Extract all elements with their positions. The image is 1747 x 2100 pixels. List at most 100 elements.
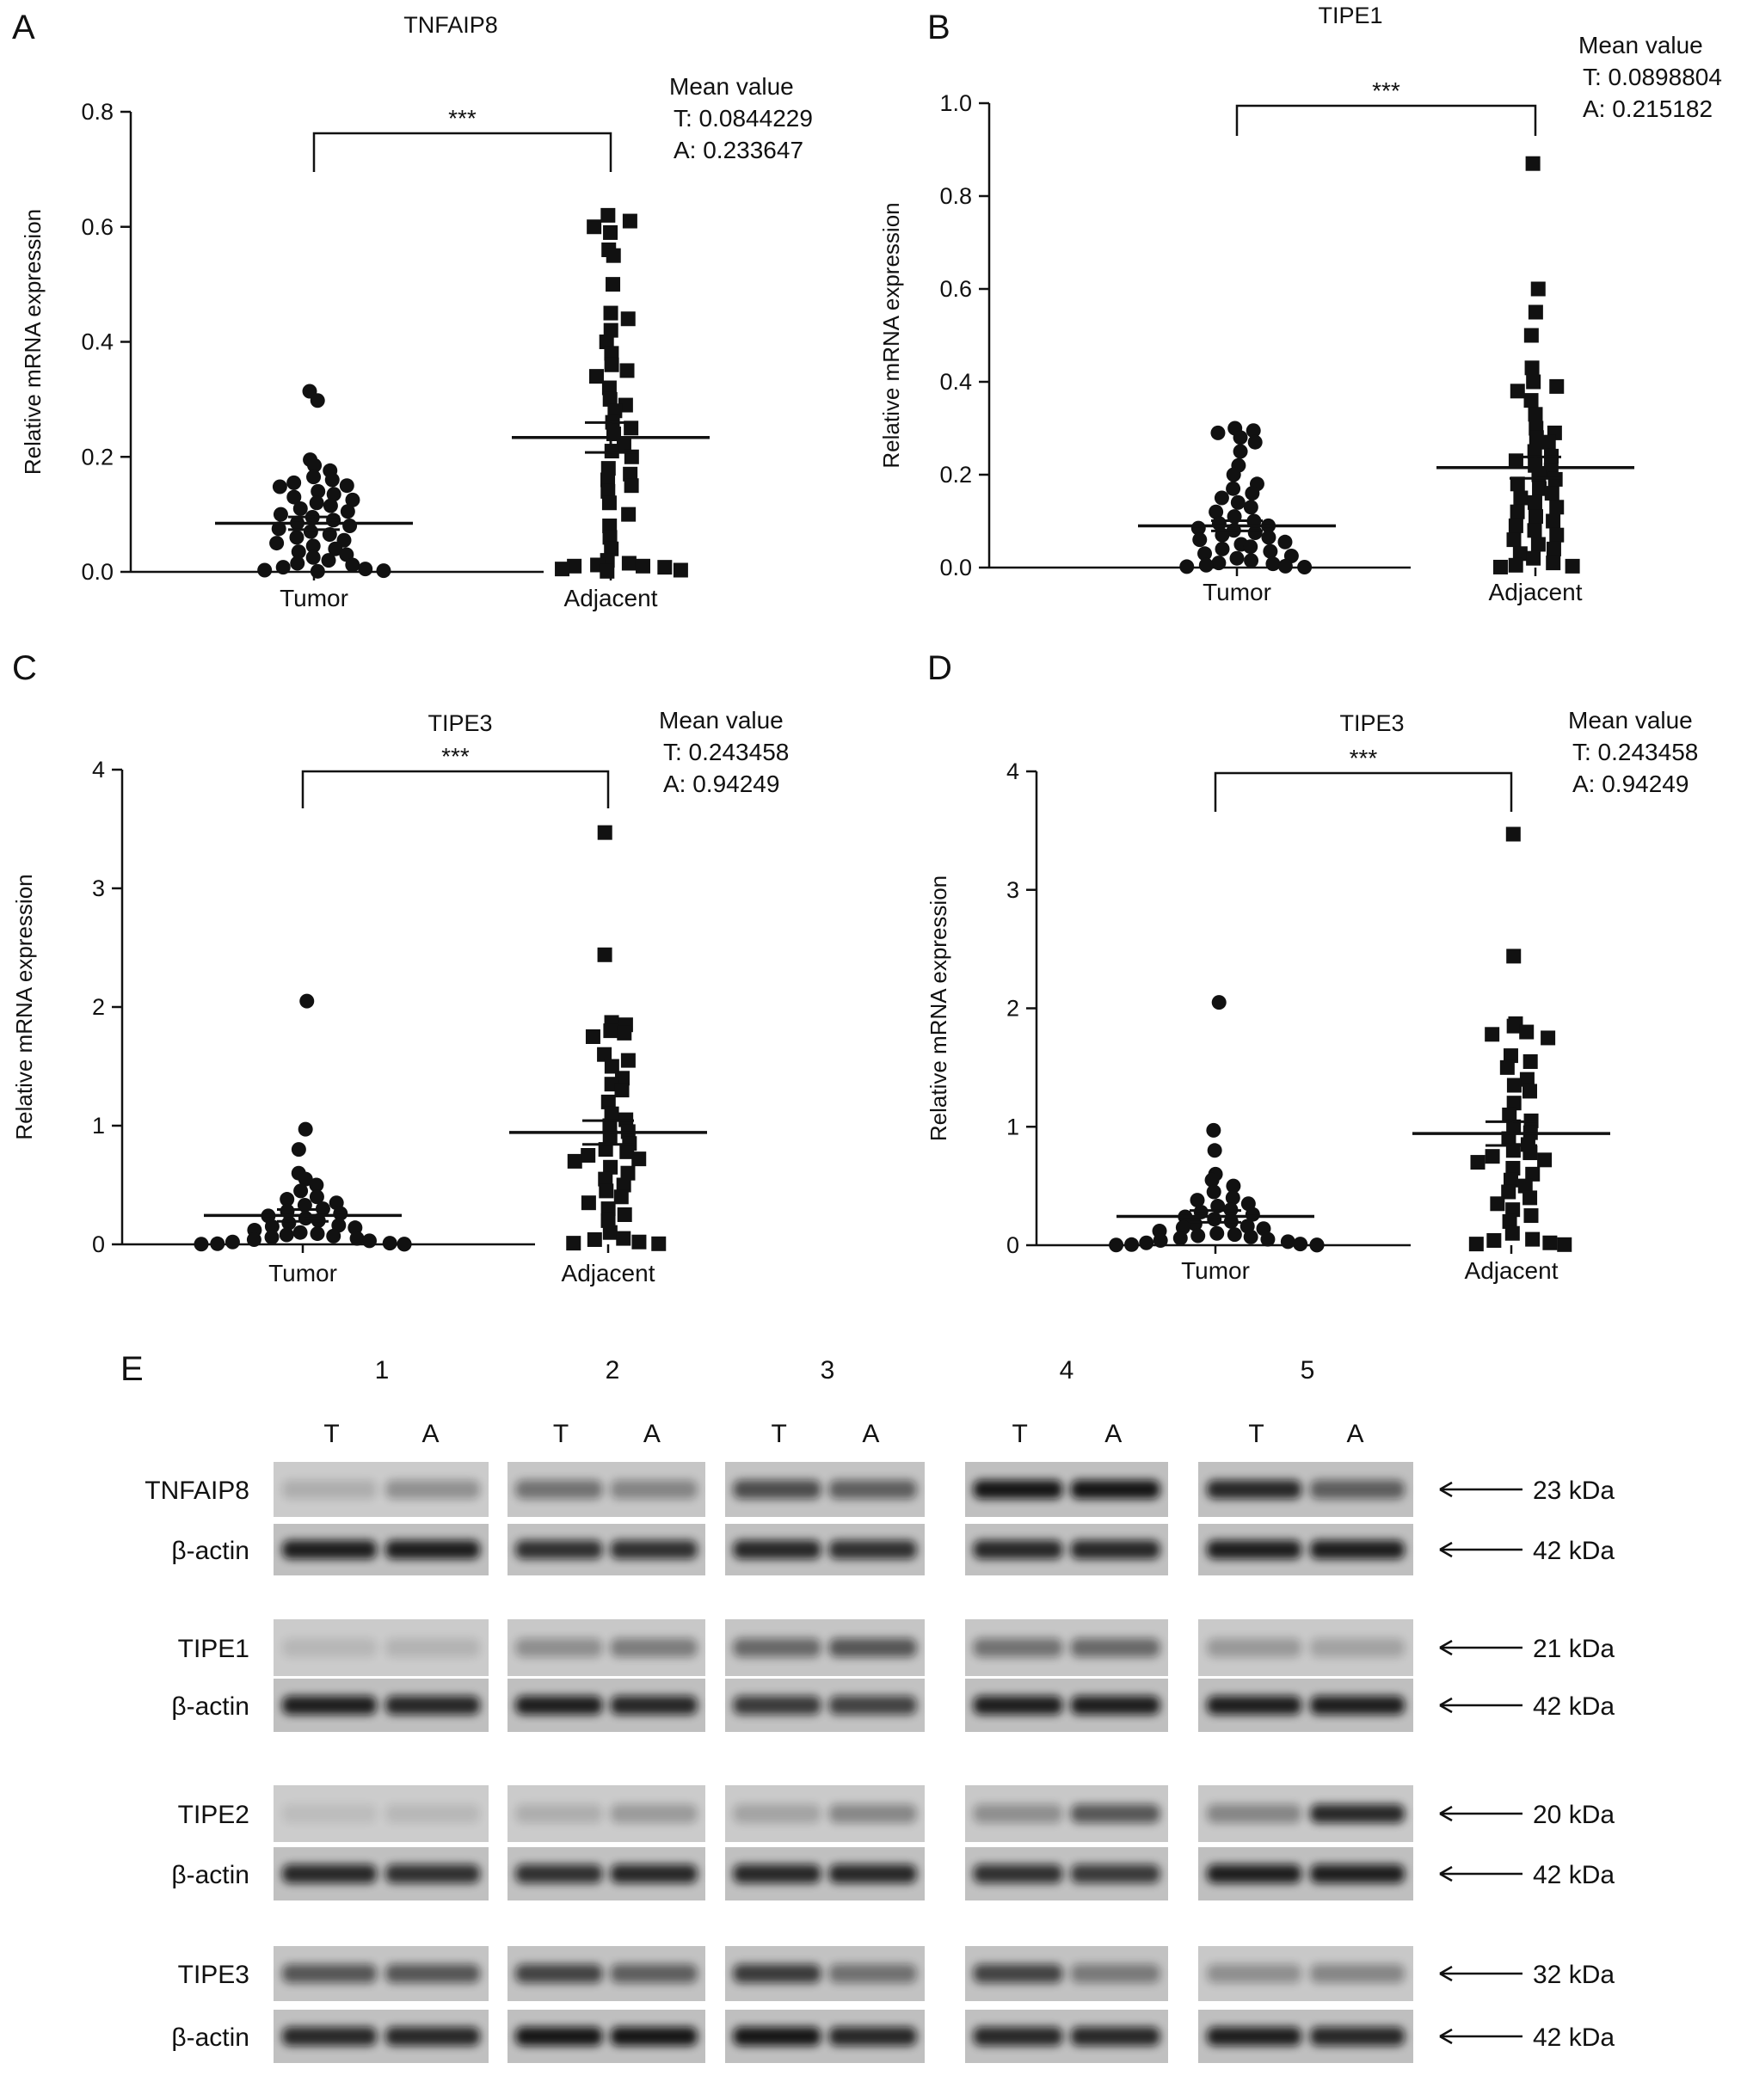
data-point xyxy=(225,1234,240,1250)
data-point xyxy=(292,1225,308,1240)
data-point xyxy=(305,538,321,554)
data-point xyxy=(1187,1216,1203,1231)
data-point xyxy=(604,357,619,372)
category-label: Tumor xyxy=(280,585,348,611)
data-point xyxy=(617,1025,632,1041)
data-point xyxy=(286,475,302,490)
data-point xyxy=(1247,434,1263,450)
blot-band xyxy=(1207,1964,1301,1983)
data-point xyxy=(1501,1184,1516,1200)
blot-band xyxy=(385,1638,480,1657)
kda-label: 42 kDa xyxy=(1533,1861,1615,1889)
data-point xyxy=(1546,556,1561,571)
data-point xyxy=(1280,1234,1295,1250)
data-point xyxy=(305,550,321,565)
data-point xyxy=(585,1029,600,1044)
scatter-panel-C: C TIPE3 0 1 2 3 4 Relative mRNA expression Tumor… xyxy=(11,649,789,1286)
blot-band xyxy=(610,1638,698,1657)
data-point xyxy=(1233,444,1248,459)
arrow-icon xyxy=(1439,1481,1453,1498)
data-point xyxy=(1544,486,1559,501)
data-point xyxy=(587,219,602,235)
scatter-panel-A: A TNFAIP8 0.0 0.2 0.4 0.6 0.8 Relative mRNA exp… xyxy=(12,9,813,611)
arrow-icon xyxy=(1439,1805,1453,1822)
data-point xyxy=(1526,550,1541,566)
data-point xyxy=(1265,556,1281,572)
blot-band xyxy=(1207,1638,1301,1657)
arrow-icon xyxy=(1439,1697,1453,1714)
data-point xyxy=(1502,1213,1517,1229)
data-point xyxy=(1504,1225,1520,1241)
blot-band xyxy=(610,1696,698,1715)
data-point xyxy=(273,507,288,522)
significance-bracket xyxy=(301,770,610,808)
data-point xyxy=(269,536,285,551)
data-point xyxy=(1506,1096,1522,1111)
data-point xyxy=(275,560,291,575)
data-point xyxy=(606,277,621,292)
blot-band xyxy=(282,1864,377,1883)
blot-band xyxy=(1310,1964,1405,1983)
blot-band xyxy=(1070,1480,1160,1499)
data-point xyxy=(1508,557,1523,573)
blot-band xyxy=(1070,2027,1160,2046)
kda-label: 23 kDa xyxy=(1533,1477,1615,1505)
data-point xyxy=(1519,1024,1535,1040)
y-tick-label: 4 xyxy=(1006,758,1019,784)
data-point xyxy=(604,1106,619,1121)
data-point xyxy=(1226,1178,1241,1194)
blot-band xyxy=(1070,1540,1160,1559)
data-point xyxy=(1505,1143,1521,1158)
data-point xyxy=(1485,1027,1500,1042)
blot-band xyxy=(1310,1804,1405,1823)
y-tick-label: 0.2 xyxy=(81,444,114,470)
data-point xyxy=(309,1189,324,1205)
data-point xyxy=(1215,541,1230,556)
kda-label: 42 kDa xyxy=(1533,1692,1615,1721)
data-point xyxy=(620,1053,636,1068)
blot-band xyxy=(610,1480,698,1499)
blot-band xyxy=(282,1480,377,1499)
data-point xyxy=(1513,490,1529,506)
data-point xyxy=(271,521,286,537)
data-point xyxy=(597,1047,612,1062)
y-tick-label: 3 xyxy=(92,875,105,901)
mean-value-text: Mean value xyxy=(1568,707,1693,734)
data-point xyxy=(1531,467,1547,482)
y-tick-label: 0.6 xyxy=(81,214,114,240)
y-tick-label: 1 xyxy=(1006,1114,1019,1139)
data-point xyxy=(619,363,635,378)
data-point xyxy=(601,380,617,396)
blot-band xyxy=(1310,1696,1405,1715)
sublane-label: A xyxy=(1346,1420,1363,1448)
data-point xyxy=(290,556,305,571)
data-point xyxy=(600,563,615,579)
data-point xyxy=(600,472,616,488)
data-point xyxy=(1525,1166,1541,1182)
data-point xyxy=(299,993,315,1009)
blot-band xyxy=(828,1480,917,1499)
data-point xyxy=(323,498,338,513)
data-point xyxy=(1247,525,1263,540)
panel-letter: D xyxy=(927,649,952,687)
data-point xyxy=(328,541,343,556)
arrow-icon xyxy=(1439,2028,1453,2045)
data-point xyxy=(1526,374,1541,390)
blot-band xyxy=(515,1638,603,1657)
blot-row-label: TIPE2 xyxy=(178,1801,249,1829)
blot-band xyxy=(1207,1864,1301,1883)
category-label: Adjacent xyxy=(1465,1257,1559,1284)
data-point xyxy=(306,470,322,485)
data-point xyxy=(1197,546,1213,562)
blot-band xyxy=(515,2027,603,2046)
blot-row: TIPE1 21 kDa xyxy=(178,1619,1615,1676)
data-point xyxy=(603,1023,618,1039)
data-point xyxy=(1510,504,1525,519)
lane-number: 1 xyxy=(375,1356,390,1385)
data-point xyxy=(601,495,617,511)
data-point xyxy=(382,1236,397,1251)
blot-band xyxy=(385,1804,480,1823)
arrow-icon xyxy=(1439,1541,1453,1558)
data-point xyxy=(397,1237,412,1252)
data-point xyxy=(616,1177,631,1193)
